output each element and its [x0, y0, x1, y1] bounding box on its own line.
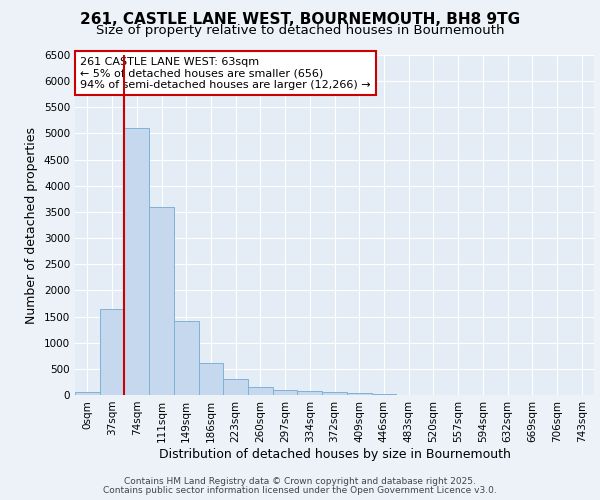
Bar: [371, 394, 396, 395]
Text: Contains public sector information licensed under the Open Government Licence v3: Contains public sector information licen…: [103, 486, 497, 495]
Bar: [347, 394, 371, 395]
Y-axis label: Number of detached properties: Number of detached properties: [25, 126, 38, 324]
Text: 261 CASTLE LANE WEST: 63sqm
← 5% of detached houses are smaller (656)
94% of sem: 261 CASTLE LANE WEST: 63sqm ← 5% of deta…: [80, 56, 371, 90]
X-axis label: Distribution of detached houses by size in Bournemouth: Distribution of detached houses by size …: [158, 448, 511, 460]
Bar: [174, 320, 199, 395]
Bar: [248, 387, 273, 395]
Text: Contains HM Land Registry data © Crown copyright and database right 2025.: Contains HM Land Registry data © Crown c…: [124, 477, 476, 486]
Bar: [199, 362, 223, 395]
Bar: [322, 392, 347, 395]
Text: Size of property relative to detached houses in Bournemouth: Size of property relative to detached ho…: [96, 24, 504, 37]
Text: 261, CASTLE LANE WEST, BOURNEMOUTH, BH8 9TG: 261, CASTLE LANE WEST, BOURNEMOUTH, BH8 …: [80, 12, 520, 28]
Bar: [273, 390, 298, 395]
Bar: [75, 392, 100, 395]
Bar: [298, 391, 322, 395]
Bar: [124, 128, 149, 395]
Bar: [100, 308, 124, 395]
Bar: [149, 206, 174, 395]
Bar: [223, 379, 248, 395]
